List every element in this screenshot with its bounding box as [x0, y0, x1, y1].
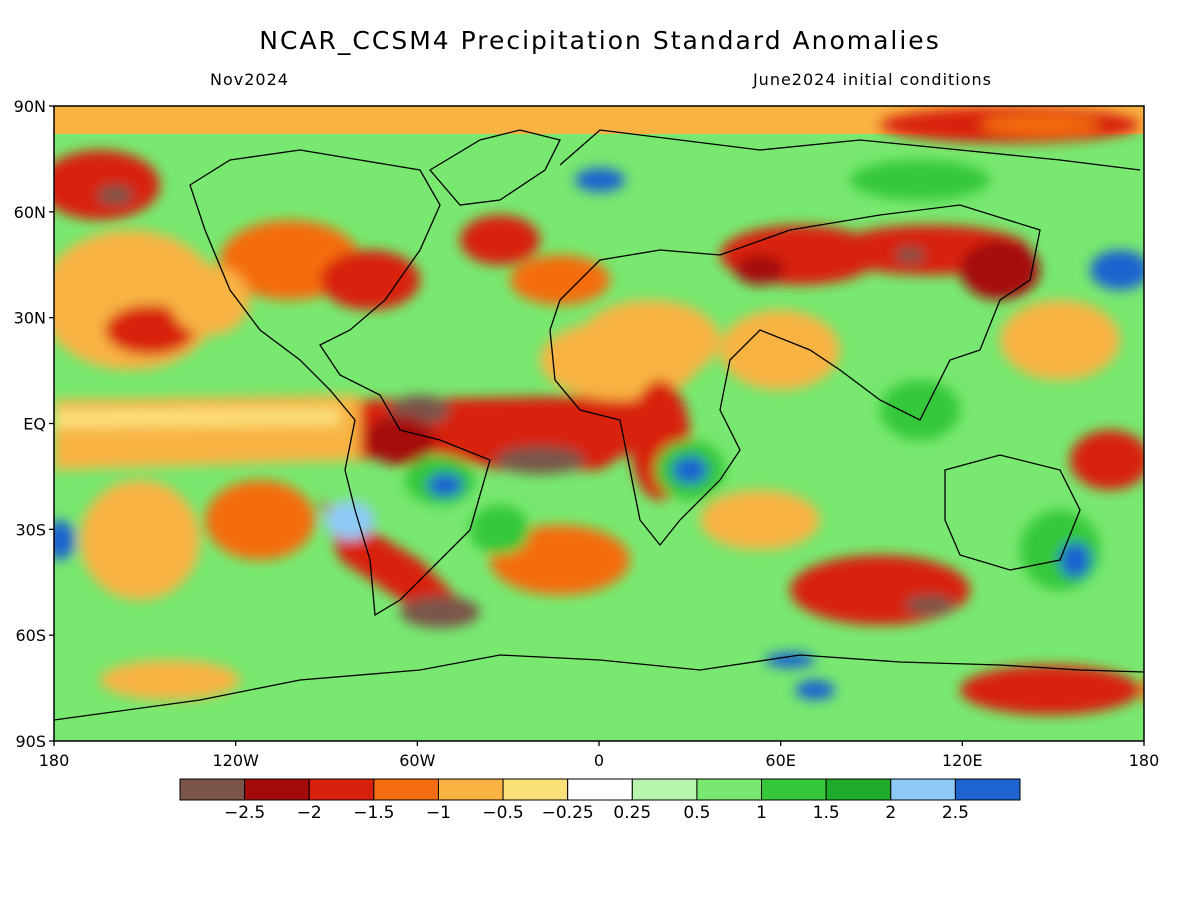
colorbar-swatch	[308, 778, 375, 801]
lat-label: 90N	[14, 97, 46, 116]
colorbar-label: −2.5	[224, 803, 265, 823]
colorbar-swatch	[761, 778, 827, 801]
colorbar-label: −2	[297, 803, 322, 823]
colorbar-swatch	[179, 778, 246, 801]
forecast-month: Nov2024	[210, 70, 289, 89]
colorbar-swatch	[244, 778, 310, 801]
lon-label: 180	[39, 751, 70, 770]
lon-label: 0	[594, 751, 604, 770]
colorbar-label: 2	[885, 803, 896, 823]
colorbar-label: 0.5	[683, 803, 710, 823]
colorbar-label: 1	[756, 803, 767, 823]
colorbar-label: −0.5	[482, 803, 523, 823]
colorbar-swatch	[567, 778, 633, 801]
colorbar-label: 1.5	[813, 803, 840, 823]
coastlines	[54, 129, 1144, 721]
anomaly-field	[54, 106, 1144, 741]
lat-label: 30N	[14, 309, 46, 328]
colorbar-label: −0.25	[542, 803, 594, 823]
colorbar-label: −1	[426, 803, 451, 823]
lon-label: 60W	[399, 751, 435, 770]
colorbar-swatch	[696, 778, 763, 801]
lon-label: 180	[1129, 751, 1160, 770]
lat-label: 90S	[15, 732, 46, 751]
colorbar-swatch	[890, 778, 956, 801]
colorbar-swatch	[825, 778, 892, 801]
initial-conditions: June2024 initial conditions	[752, 70, 992, 89]
colorbar-swatch	[631, 778, 698, 801]
colorbar-swatch	[437, 778, 504, 801]
colorbar-swatch	[502, 778, 569, 801]
lon-label: 60E	[765, 751, 795, 770]
chart-title: NCAR_CCSM4 Precipitation Standard Anomal…	[259, 26, 941, 55]
longitude-axis: 180 120W 60W 0 60E 120E 180	[39, 741, 1160, 770]
lat-label: 30S	[15, 520, 46, 539]
colorbar-swatch	[373, 778, 439, 801]
colorbar-label: 2.5	[942, 803, 969, 823]
colorbar-label: 0.25	[613, 803, 651, 823]
lat-label: 60S	[15, 626, 46, 645]
lon-label: 120W	[212, 751, 259, 770]
colorbar: −2.5 −2 −1.5 −1 −0.5 −0.25 0.25 0.5 1 1.5 2 2.5	[179, 778, 1021, 823]
latitude-axis: 90N 60N 30N EQ 30S 60S 90S	[14, 97, 54, 751]
lat-label: 60N	[14, 203, 46, 222]
lon-label: 120E	[942, 751, 983, 770]
lat-label: EQ	[23, 415, 46, 434]
colorbar-label: −1.5	[353, 803, 394, 823]
colorbar-swatch	[954, 778, 1021, 801]
